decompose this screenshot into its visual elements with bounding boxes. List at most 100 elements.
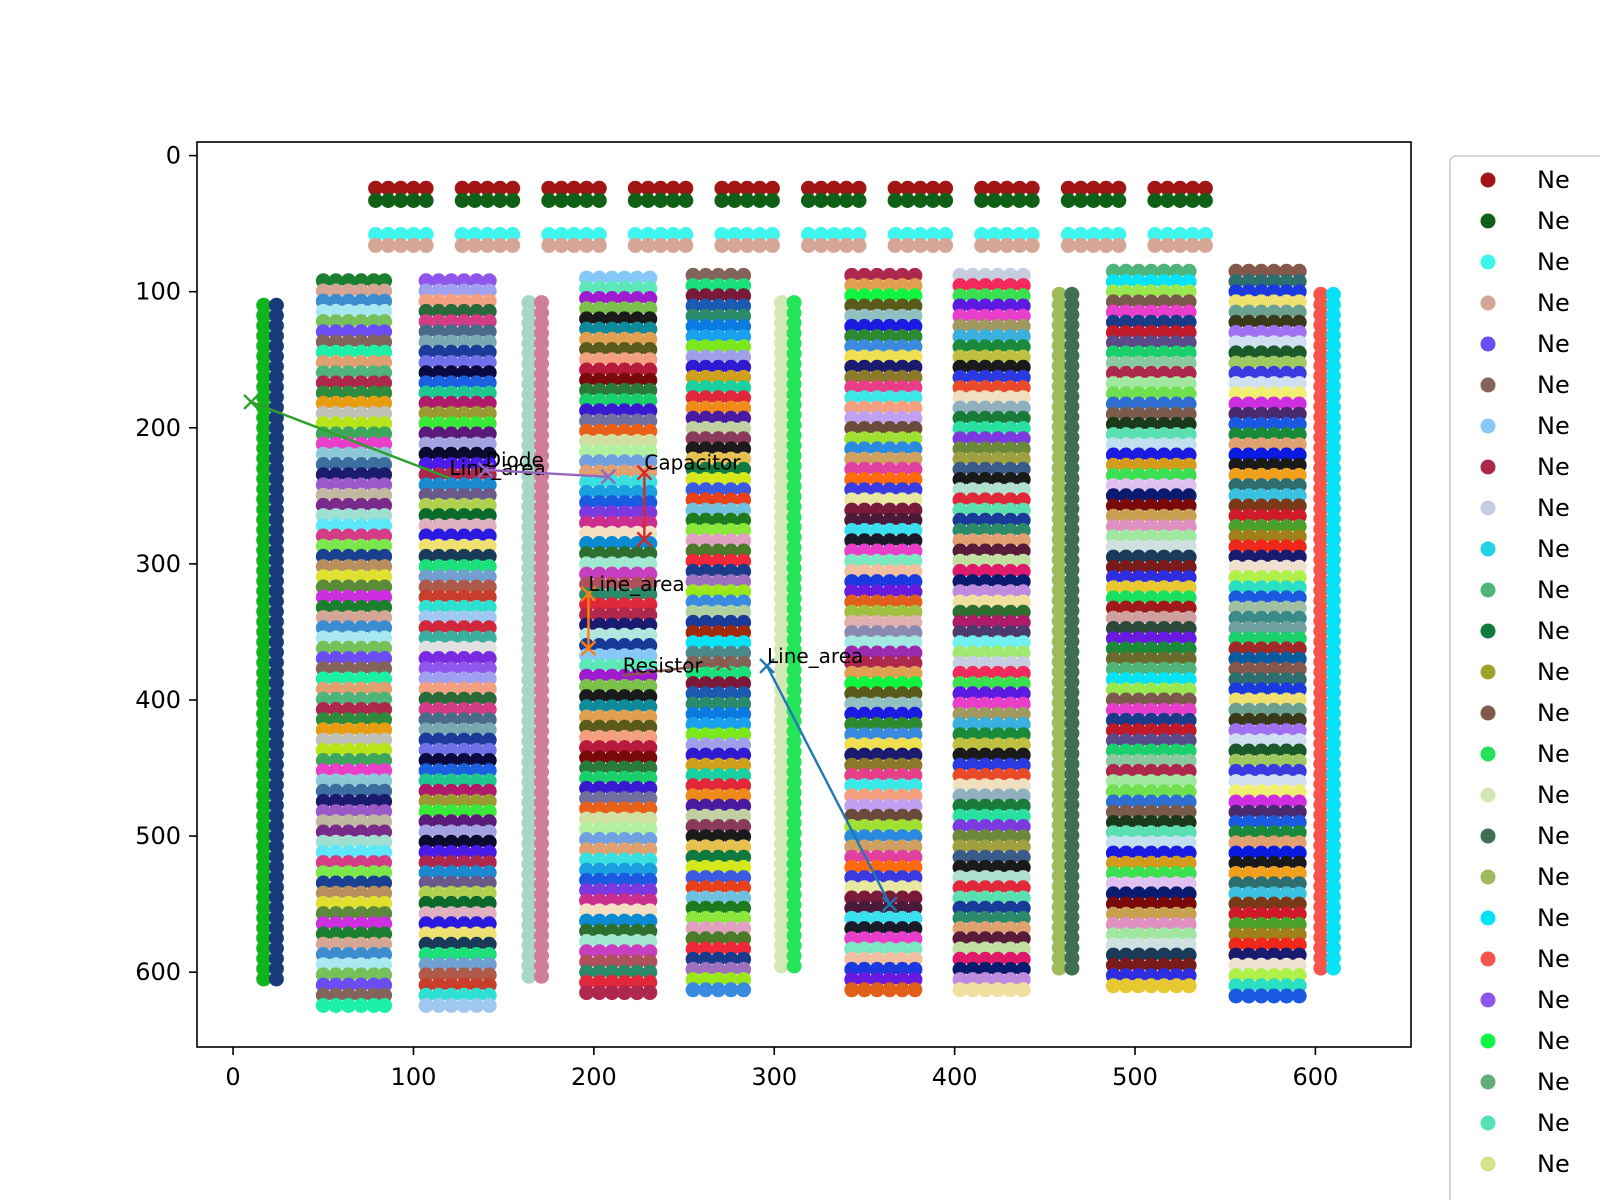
data-point [739, 227, 755, 242]
legend-entry: Ne [1480, 535, 1570, 563]
x-tick-label: 100 [391, 1063, 437, 1091]
data-point [418, 926, 434, 942]
data-point [685, 982, 701, 998]
data-point [844, 982, 860, 998]
data-point [685, 839, 701, 855]
data-point [1003, 839, 1018, 855]
y-tick-label: 200 [135, 414, 181, 442]
data-point [328, 926, 344, 942]
data-point [774, 836, 789, 851]
data-point [467, 237, 483, 253]
data-point [1024, 227, 1040, 242]
legend-label: Ne [1537, 863, 1570, 891]
data-point [764, 237, 780, 253]
data-point [774, 386, 789, 402]
data-point [1073, 180, 1089, 196]
data-point [406, 180, 421, 196]
data-point [604, 811, 620, 827]
data-point [1160, 180, 1175, 196]
data-point [974, 180, 990, 196]
data-point [869, 533, 885, 549]
data-point [1118, 957, 1134, 973]
data-point [534, 540, 549, 555]
data-point [1051, 776, 1067, 792]
data-point [869, 839, 885, 855]
data-point [1086, 227, 1101, 242]
data-point [353, 477, 369, 493]
legend-marker [1480, 1033, 1496, 1049]
data-point [1098, 193, 1114, 208]
data-point [844, 390, 860, 406]
data-point [1156, 957, 1172, 973]
data-point [418, 773, 434, 789]
data-point [1003, 533, 1018, 549]
data-point [629, 352, 645, 368]
data-point [990, 390, 1006, 406]
data-point [481, 630, 497, 646]
annotation-label: Capacitor [644, 451, 741, 475]
data-point [456, 926, 472, 942]
data-points [256, 180, 1341, 1013]
data-point [736, 686, 752, 702]
data-point [469, 630, 485, 646]
data-point [1169, 804, 1184, 820]
data-point [1313, 623, 1329, 639]
legend-entry: Ne [1480, 986, 1570, 1014]
data-point [368, 180, 384, 196]
data-point [1118, 804, 1134, 820]
data-point [710, 390, 726, 406]
legend-entry: Ne [1480, 248, 1570, 276]
data-point [938, 193, 954, 208]
data-point [377, 773, 393, 789]
data-point [1024, 180, 1040, 196]
data-point [1051, 327, 1067, 343]
data-point [1253, 508, 1269, 524]
data-point [1325, 960, 1341, 976]
data-point [492, 193, 508, 208]
plot-frame [196, 141, 1412, 1048]
data-point [678, 180, 694, 196]
data-point [368, 227, 384, 242]
data-point [887, 180, 903, 196]
legend-marker [1480, 951, 1496, 967]
legend-marker [1480, 705, 1496, 721]
data-point [617, 658, 632, 674]
data-point [1291, 804, 1307, 820]
data-point [894, 839, 910, 855]
data-point [1185, 193, 1201, 208]
data-point [341, 477, 356, 493]
data-point [393, 180, 409, 196]
legend-marker [1480, 541, 1496, 557]
data-point [553, 180, 569, 196]
legend-marker [1480, 582, 1496, 598]
data-point [1086, 193, 1101, 208]
x-tick-label: 400 [932, 1063, 978, 1091]
data-point [380, 227, 396, 242]
data-point [521, 682, 537, 698]
data-point [469, 324, 485, 340]
data-point [1111, 227, 1127, 242]
legend-entry: Ne [1480, 781, 1570, 809]
legend-label: Ne [1537, 207, 1570, 235]
data-point [1012, 227, 1028, 242]
data-point [1266, 661, 1282, 677]
data-point [256, 971, 272, 987]
data-point [665, 227, 681, 242]
data-point [617, 811, 632, 827]
data-point [1279, 988, 1294, 1004]
data-point [1172, 193, 1188, 208]
data-point [256, 655, 272, 670]
data-point [579, 505, 595, 521]
data-point [1060, 180, 1076, 196]
data-point [467, 227, 483, 242]
data-point [1064, 327, 1080, 343]
data-point [710, 982, 726, 998]
data-point [579, 811, 595, 827]
data-point [786, 958, 802, 974]
data-point [642, 954, 658, 970]
data-point [1147, 227, 1163, 242]
data-point [844, 839, 860, 855]
data-point [844, 686, 860, 702]
legend-label: Ne [1537, 699, 1570, 727]
